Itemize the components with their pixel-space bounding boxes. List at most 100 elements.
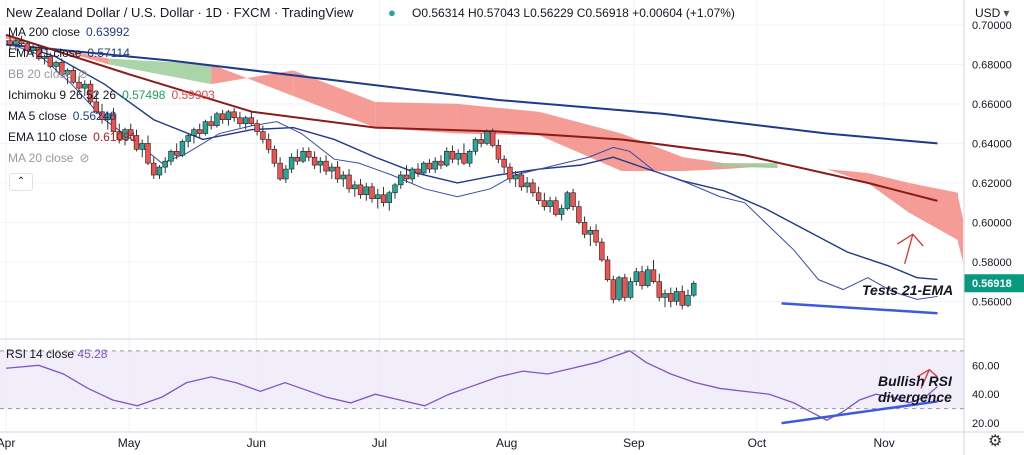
indicator-label: EMA 21 close — [8, 46, 82, 60]
indicator-label: MA 200 close — [8, 25, 81, 39]
ema110-line — [5, 33, 938, 202]
indicator-value: 0.61091 — [93, 130, 137, 144]
rsi-tick-label: 20.00 — [972, 418, 1000, 430]
candle-body — [369, 186, 375, 199]
x-tick-label: Apr — [0, 436, 15, 450]
indicator-label: BB 20 close — [8, 67, 73, 81]
candle-body — [283, 168, 289, 180]
hidden-eye-icon[interactable]: ⊘ — [79, 151, 90, 165]
candle-body — [466, 151, 473, 164]
candle-body — [547, 200, 553, 207]
candle-body — [179, 141, 186, 156]
candle-body — [444, 151, 450, 166]
candle-body — [219, 113, 226, 121]
candle-body — [162, 160, 168, 168]
candle-body — [47, 56, 54, 67]
candle-body — [570, 192, 576, 207]
candle-body — [495, 145, 502, 160]
ichimoku-cloud — [457, 103, 540, 136]
indicator-value: 0.59903 — [171, 88, 215, 102]
x-tick-label: Sep — [623, 436, 645, 450]
last-price-tag — [964, 274, 1024, 293]
price-tick-label: 0.60000 — [972, 217, 1012, 229]
x-tick-label: Oct — [748, 436, 767, 450]
candle-body — [271, 149, 278, 164]
annotation-rsi-1: Bullish RSI — [878, 373, 952, 389]
candle-body — [300, 151, 306, 162]
candle-body — [352, 184, 358, 190]
candle-body — [380, 194, 387, 203]
candle-body — [185, 135, 191, 142]
candle-body — [99, 111, 105, 121]
candle-body — [581, 222, 588, 235]
candle-body — [587, 229, 594, 235]
candle-body — [30, 47, 36, 51]
rsi-divergence-line — [781, 400, 938, 425]
candle-body — [306, 151, 312, 158]
candle-body — [604, 259, 611, 280]
candle-body — [24, 43, 31, 51]
candle-body — [18, 40, 25, 44]
candle-body — [564, 192, 571, 209]
x-tick-label: Jul — [372, 436, 387, 450]
ichimoku-cloud — [211, 64, 294, 97]
indicator-legend-row[interactable]: BB 20 close ⊘ — [8, 66, 88, 82]
candle-body — [553, 200, 559, 215]
x-tick-label: Aug — [496, 436, 517, 450]
indicator-label: MA 20 close — [8, 151, 74, 165]
candle-body — [59, 62, 65, 75]
annotation-rsi-2: divergence — [878, 389, 952, 405]
ichimoku-cloud-green — [711, 163, 778, 169]
indicator-value: 0.56246 — [72, 109, 117, 123]
indicator-legend-row[interactable]: MA 20 close ⊘ — [8, 150, 89, 166]
candle-body — [317, 160, 324, 166]
price-tick-label: 0.64000 — [972, 138, 1012, 150]
candle-body — [329, 166, 335, 172]
ichimoku-cloud — [621, 133, 684, 172]
indicator-label: EMA 110 close — [8, 130, 88, 144]
candle-body — [489, 131, 496, 146]
candle-body — [191, 129, 197, 136]
candle-body — [93, 101, 99, 113]
candle-body — [76, 81, 82, 89]
candle-body — [478, 139, 484, 144]
ichimoku-cloud — [293, 70, 376, 128]
candle-body — [685, 294, 691, 306]
candle-body — [432, 160, 438, 170]
candle-body — [7, 40, 13, 45]
candle-body — [41, 56, 48, 59]
candle-body — [622, 277, 628, 298]
candle-body — [87, 83, 94, 103]
candle-body — [231, 111, 237, 119]
candle-body — [110, 113, 117, 132]
candle-body — [82, 83, 88, 89]
settings-gear-icon[interactable]: ⚙ — [988, 433, 1003, 450]
candle-body — [461, 152, 467, 164]
candle-body — [518, 174, 525, 188]
candle-body — [122, 129, 128, 140]
candle-body — [691, 282, 697, 296]
candle-body — [426, 162, 433, 170]
indicator-legend-row[interactable]: MA 5 close 0.56246 — [8, 108, 116, 124]
ichimoku-cloud — [867, 173, 909, 213]
legend-collapse-button[interactable]: ⌃ — [9, 173, 33, 191]
ohlc-readout: O0.56314 H0.57043 L0.56229 C0.56918 +0.0… — [412, 6, 735, 20]
candle-body — [357, 184, 364, 196]
candle-body — [524, 182, 530, 188]
candle-body — [472, 139, 479, 152]
indicator-legend-row[interactable]: EMA 110 close 0.61091 — [8, 129, 137, 145]
candle-body — [174, 151, 180, 156]
candle-body — [668, 293, 674, 302]
candle-body — [116, 131, 122, 140]
indicator-legend-row[interactable]: Ichimoku 9 26 52 26 0.57498 0.59903 — [8, 87, 215, 103]
candle-body — [501, 158, 507, 168]
indicator-legend-row[interactable]: MA 200 close 0.63992 — [8, 24, 129, 40]
currency-selector[interactable]: USD ▾ — [975, 6, 1010, 20]
indicator-legend-row[interactable]: EMA 21 close 0.57114 — [8, 45, 130, 61]
indicator-label: MA 5 close — [8, 109, 67, 123]
hidden-eye-icon[interactable]: ⊘ — [78, 67, 89, 81]
candle-body — [645, 269, 651, 286]
candle-body — [449, 151, 456, 160]
candle-body — [650, 269, 657, 282]
